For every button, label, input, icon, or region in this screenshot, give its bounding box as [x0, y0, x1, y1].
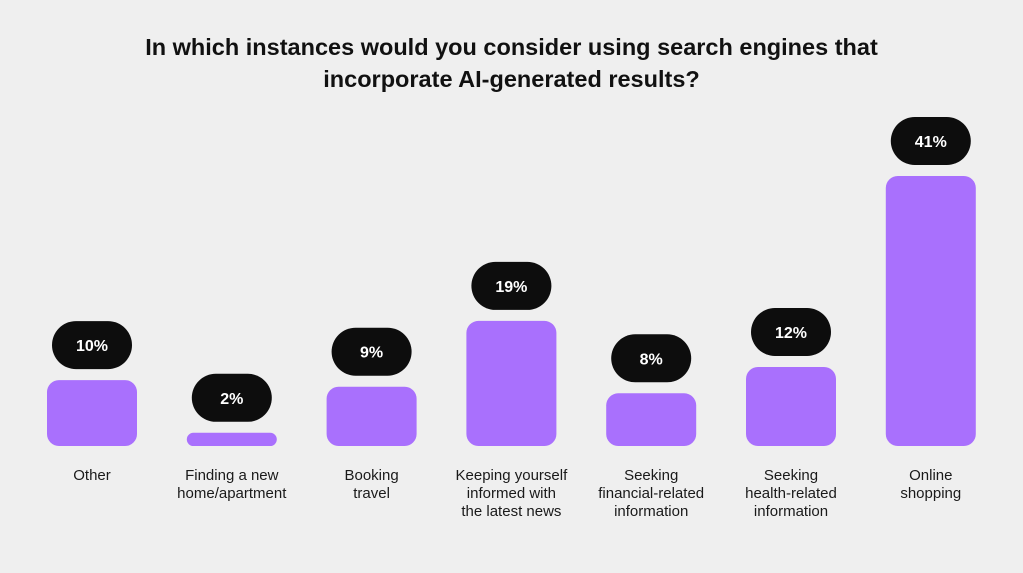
- chart-title-line-1: In which instances would you consider us…: [145, 34, 878, 60]
- value-label-2: 9%: [360, 345, 383, 362]
- bar-6: [885, 176, 976, 446]
- bar-1: [186, 432, 277, 446]
- category-label-1: Finding a new home/apartment: [177, 467, 287, 502]
- value-pill-3: [471, 261, 552, 310]
- bar-2: [326, 386, 417, 446]
- value-pill-6: [890, 117, 971, 165]
- bar-0: [47, 380, 137, 446]
- category-label-6: Online shopping: [900, 467, 961, 502]
- value-pill-5: [751, 308, 831, 356]
- category-label-5: Seeking health-related information: [745, 467, 837, 520]
- category-label-3: Keeping yourself informed with the latest …: [456, 467, 569, 520]
- chart-title: In which instances would you consider us…: [0, 31, 1023, 95]
- category-label-0: Other: [73, 467, 111, 484]
- value-label-6: 41%: [915, 134, 947, 151]
- value-label-1: 2%: [220, 391, 243, 408]
- value-label-5: 12%: [775, 325, 807, 342]
- bar-3: [466, 320, 557, 446]
- value-label-4: 8%: [640, 351, 663, 368]
- value-pill-0: [52, 321, 132, 370]
- category-label-4: Seeking financial-related information: [598, 467, 704, 520]
- chart-title-line-2: incorporate AI-generated results?: [323, 66, 700, 92]
- value-label-0: 10%: [76, 338, 108, 355]
- category-label-2: Booking travel: [344, 467, 398, 502]
- bar-4: [606, 393, 697, 446]
- value-pill-2: [331, 327, 412, 376]
- value-label-3: 19%: [495, 279, 527, 296]
- bars-group: 10% Other 2% Finding a new home/apartment 9% B…: [47, 117, 976, 520]
- value-pill-1: [191, 373, 272, 422]
- bar-5: [746, 367, 836, 446]
- value-pill-4: [611, 334, 692, 383]
